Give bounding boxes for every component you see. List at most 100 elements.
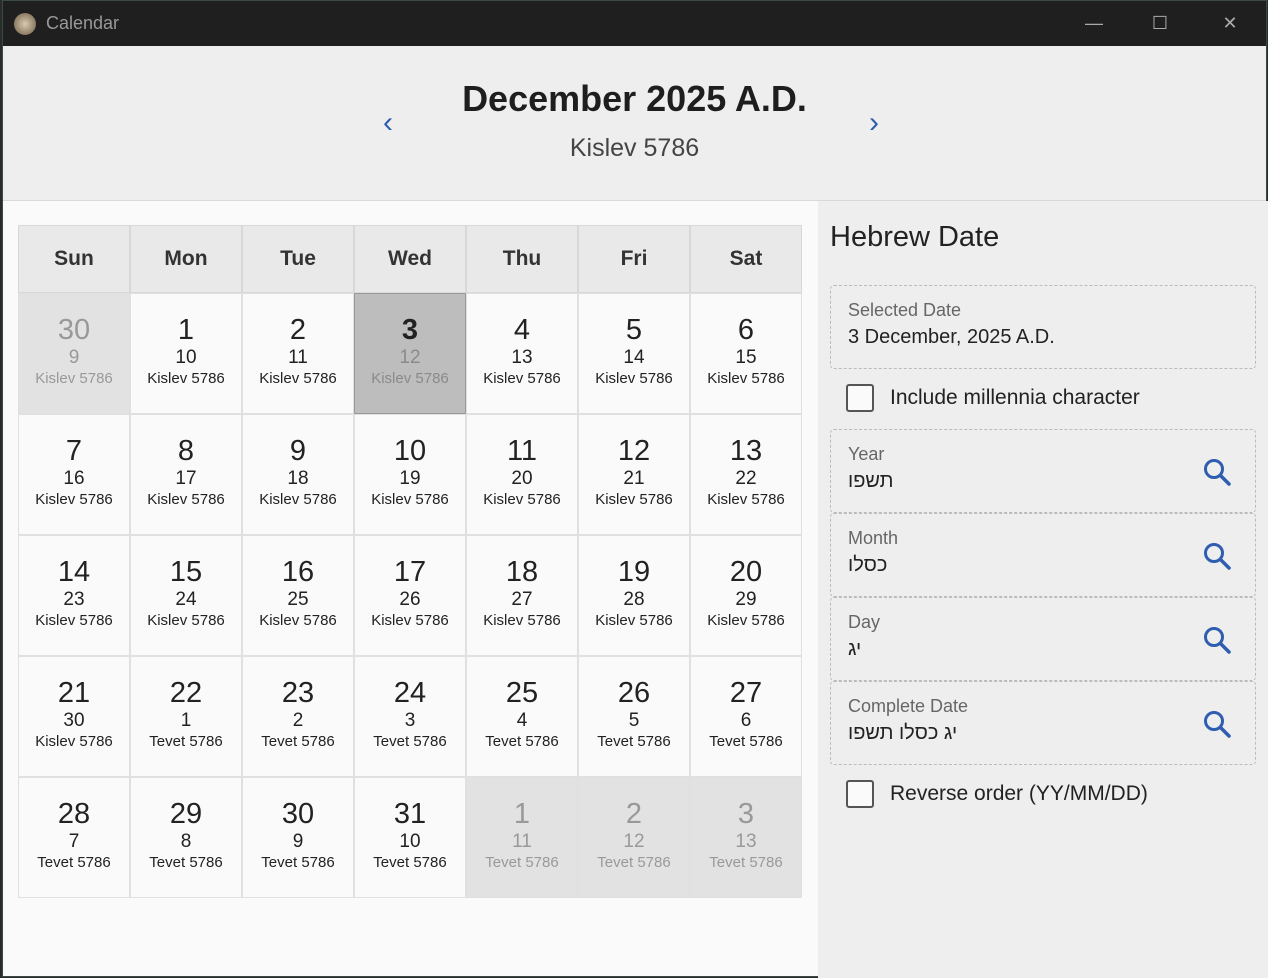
hebrew-month-year: Kislev 5786 xyxy=(35,491,113,508)
gregorian-month-title: December 2025 A.D. xyxy=(462,78,807,119)
day-cell[interactable]: 16 25 Kislev 5786 xyxy=(242,535,354,656)
hebrew-month-year: Tevet 5786 xyxy=(485,733,559,750)
hebrew-month-year: Kislev 5786 xyxy=(707,370,785,387)
field-value: 3 December, 2025 A.D. xyxy=(848,326,1055,348)
day-cell[interactable]: 1 11 Tevet 5786 xyxy=(466,777,578,898)
hebrew-day: 22 xyxy=(735,468,757,489)
day-cell[interactable]: 5 14 Kislev 5786 xyxy=(578,293,690,414)
gregorian-day: 8 xyxy=(177,435,195,467)
hebrew-day: 3 xyxy=(404,710,416,731)
day-cell[interactable]: 1 10 Kislev 5786 xyxy=(130,293,242,414)
search-icon[interactable] xyxy=(1201,456,1233,488)
day-cell[interactable]: 27 6 Tevet 5786 xyxy=(690,656,802,777)
app-icon xyxy=(14,12,36,35)
day-cell[interactable]: 26 5 Tevet 5786 xyxy=(578,656,690,777)
hebrew-month-year: Kislev 5786 xyxy=(595,612,673,629)
day-cell[interactable]: 2 11 Kislev 5786 xyxy=(242,293,354,414)
day-cell[interactable]: 9 18 Kislev 5786 xyxy=(242,414,354,535)
hebrew-day: 4 xyxy=(516,710,528,731)
checkbox-box[interactable] xyxy=(846,780,874,808)
hebrew-day: 18 xyxy=(287,468,309,489)
hebrew-day: 17 xyxy=(175,468,197,489)
gregorian-day: 18 xyxy=(505,556,539,588)
day-cell[interactable]: 30 9 Kislev 5786 xyxy=(18,293,130,414)
prev-month-button[interactable]: ‹ xyxy=(383,106,393,139)
gregorian-day: 20 xyxy=(729,556,763,588)
panel-title: Hebrew Date xyxy=(830,221,1000,253)
day-field: Day יג xyxy=(830,597,1256,681)
day-cell[interactable]: 29 8 Tevet 5786 xyxy=(130,777,242,898)
day-cell[interactable]: 18 27 Kislev 5786 xyxy=(466,535,578,656)
hebrew-day: 15 xyxy=(735,347,757,368)
day-cell[interactable]: 8 17 Kislev 5786 xyxy=(130,414,242,535)
hebrew-month-year: Kislev 5786 xyxy=(595,491,673,508)
day-cell[interactable]: 14 23 Kislev 5786 xyxy=(18,535,130,656)
day-cell[interactable]: 25 4 Tevet 5786 xyxy=(466,656,578,777)
search-icon[interactable] xyxy=(1201,540,1233,572)
day-cell[interactable]: 17 26 Kislev 5786 xyxy=(354,535,466,656)
hebrew-month-year: Kislev 5786 xyxy=(707,491,785,508)
gregorian-day: 31 xyxy=(393,798,427,830)
search-icon[interactable] xyxy=(1201,708,1233,740)
title-bar: Calendar — ☐ ✕ xyxy=(3,1,1266,46)
gregorian-day: 25 xyxy=(505,677,539,709)
day-cell[interactable]: 22 1 Tevet 5786 xyxy=(130,656,242,777)
day-cell[interactable]: 30 9 Tevet 5786 xyxy=(242,777,354,898)
day-cell[interactable]: 23 2 Tevet 5786 xyxy=(242,656,354,777)
day-cell[interactable]: 3 13 Tevet 5786 xyxy=(690,777,802,898)
hebrew-month-year: Kislev 5786 xyxy=(35,370,113,387)
hebrew-month-year: Tevet 5786 xyxy=(149,854,223,871)
gregorian-day: 24 xyxy=(393,677,427,709)
field-label: Selected Date xyxy=(848,300,962,320)
reverse-order-checkbox[interactable]: Reverse order (YY/MM/DD) xyxy=(846,780,1148,808)
search-icon[interactable] xyxy=(1201,624,1233,656)
window-title: Calendar xyxy=(46,13,120,33)
hebrew-day: 9 xyxy=(292,831,304,852)
weekday-header: Tue xyxy=(242,225,354,293)
day-cell[interactable]: 2 12 Tevet 5786 xyxy=(578,777,690,898)
minimize-button[interactable]: — xyxy=(1085,13,1103,33)
gregorian-day: 16 xyxy=(281,556,315,588)
close-button[interactable]: ✕ xyxy=(1222,13,1238,33)
field-value: תשפו xyxy=(848,470,894,492)
day-cell[interactable]: 31 10 Tevet 5786 xyxy=(354,777,466,898)
day-cell[interactable]: 6 15 Kislev 5786 xyxy=(690,293,802,414)
field-value: יג כסלו תשפו xyxy=(848,722,958,744)
gregorian-day: 30 xyxy=(57,314,91,346)
day-cell[interactable]: 24 3 Tevet 5786 xyxy=(354,656,466,777)
hebrew-month-year: Tevet 5786 xyxy=(373,733,447,750)
hebrew-month-year: Kislev 5786 xyxy=(371,370,449,387)
hebrew-month-year: Kislev 5786 xyxy=(371,612,449,629)
day-cell[interactable]: 3 12 Kislev 5786 xyxy=(354,293,466,414)
hebrew-month-year: Kislev 5786 xyxy=(259,612,337,629)
day-cell[interactable]: 20 29 Kislev 5786 xyxy=(690,535,802,656)
hebrew-day: 1 xyxy=(180,710,192,731)
hebrew-month-year: Tevet 5786 xyxy=(373,854,447,871)
checkbox-box[interactable] xyxy=(846,384,874,412)
gregorian-day: 1 xyxy=(177,314,195,346)
day-cell[interactable]: 11 20 Kislev 5786 xyxy=(466,414,578,535)
hebrew-month-year: Tevet 5786 xyxy=(261,854,335,871)
day-cell[interactable]: 13 22 Kislev 5786 xyxy=(690,414,802,535)
hebrew-day: 2 xyxy=(292,710,304,731)
hebrew-day: 29 xyxy=(735,589,757,610)
day-cell[interactable]: 28 7 Tevet 5786 xyxy=(18,777,130,898)
gregorian-day: 6 xyxy=(737,314,755,346)
hebrew-day: 6 xyxy=(740,710,752,731)
hebrew-month-year: Tevet 5786 xyxy=(37,854,111,871)
day-cell[interactable]: 15 24 Kislev 5786 xyxy=(130,535,242,656)
hebrew-day: 14 xyxy=(623,347,645,368)
day-cell[interactable]: 10 19 Kislev 5786 xyxy=(354,414,466,535)
weekday-header: Mon xyxy=(130,225,242,293)
weekday-header: Sun xyxy=(18,225,130,293)
day-cell[interactable]: 19 28 Kislev 5786 xyxy=(578,535,690,656)
gregorian-day: 7 xyxy=(65,435,83,467)
next-month-button[interactable]: › xyxy=(869,106,879,139)
millennia-checkbox[interactable]: Include millennia character xyxy=(846,384,1140,412)
day-cell[interactable]: 21 30 Kislev 5786 xyxy=(18,656,130,777)
hebrew-day: 12 xyxy=(623,831,645,852)
day-cell[interactable]: 4 13 Kislev 5786 xyxy=(466,293,578,414)
day-cell[interactable]: 12 21 Kislev 5786 xyxy=(578,414,690,535)
maximize-button[interactable]: ☐ xyxy=(1151,13,1169,33)
day-cell[interactable]: 7 16 Kislev 5786 xyxy=(18,414,130,535)
